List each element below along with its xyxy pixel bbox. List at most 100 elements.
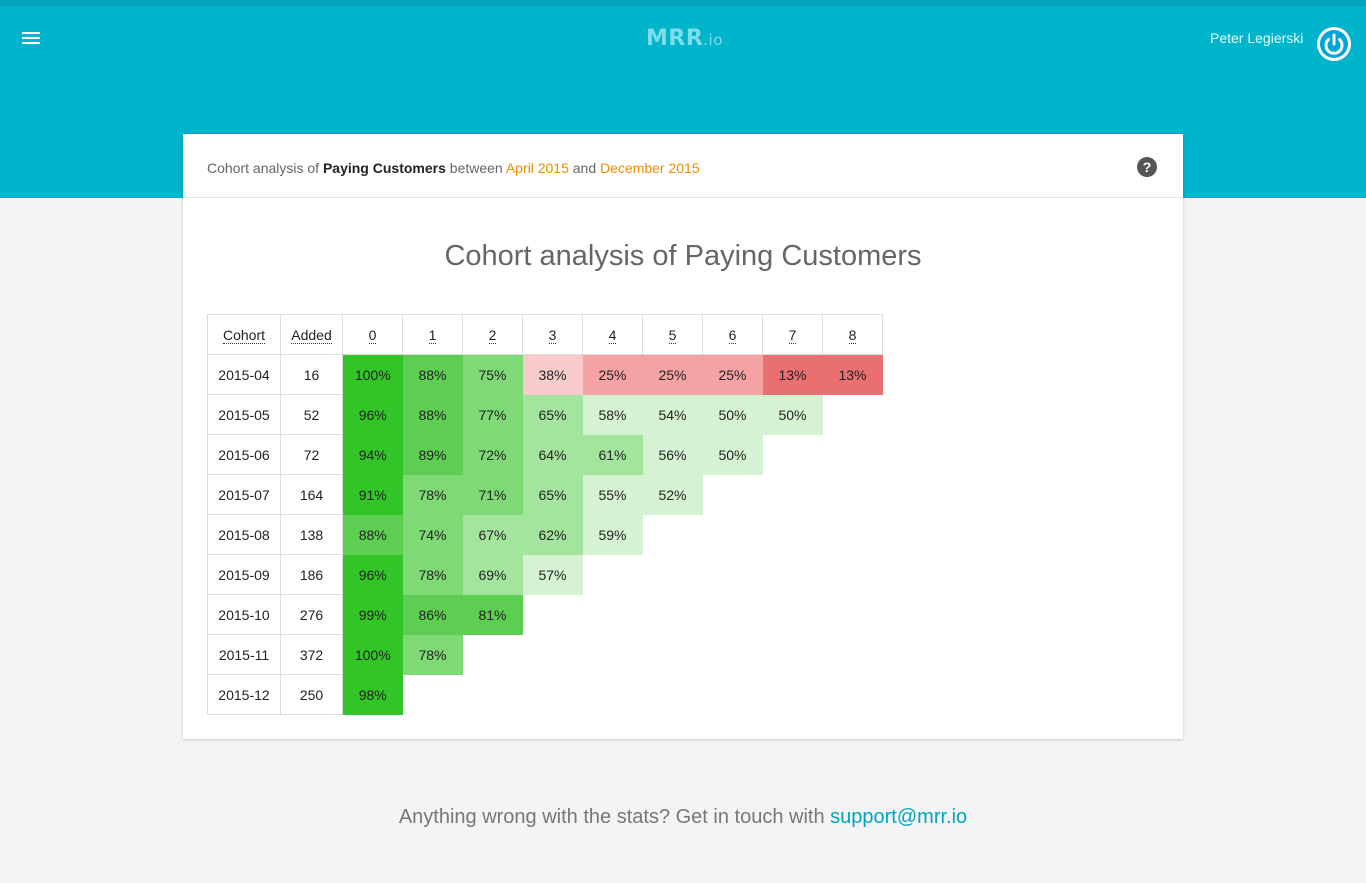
column-header-label: Added bbox=[291, 326, 332, 344]
column-header-label: 7 bbox=[788, 326, 797, 344]
retention-cell[interactable]: 50% bbox=[702, 434, 763, 475]
empty-cell bbox=[763, 635, 823, 675]
empty-cell bbox=[763, 675, 823, 715]
retention-cell[interactable]: 88% bbox=[402, 394, 463, 435]
chart-title: Cohort analysis of Paying Customers bbox=[444, 240, 922, 272]
cohort-label: 2015-07 bbox=[207, 474, 281, 515]
empty-cell bbox=[523, 675, 583, 715]
retention-cell[interactable]: 25% bbox=[702, 354, 763, 395]
top-strip bbox=[0, 0, 1366, 6]
column-header-month-3[interactable]: 3 bbox=[522, 314, 583, 355]
help-icon[interactable]: ? bbox=[1137, 157, 1157, 177]
empty-cell bbox=[643, 515, 703, 555]
column-header-label: 5 bbox=[668, 326, 677, 344]
retention-cell[interactable]: 50% bbox=[762, 394, 823, 435]
retention-cell[interactable]: 62% bbox=[522, 514, 583, 555]
retention-cell[interactable]: 52% bbox=[642, 474, 703, 515]
empty-cell bbox=[703, 675, 763, 715]
column-header-month-2[interactable]: 2 bbox=[462, 314, 523, 355]
retention-cell[interactable]: 25% bbox=[582, 354, 643, 395]
retention-cell[interactable]: 58% bbox=[582, 394, 643, 435]
empty-cell bbox=[703, 635, 763, 675]
retention-cell[interactable]: 78% bbox=[402, 554, 463, 595]
empty-cell bbox=[763, 475, 823, 515]
hamburger-menu-icon[interactable] bbox=[22, 30, 42, 46]
retention-cell[interactable]: 86% bbox=[402, 594, 463, 635]
retention-cell[interactable]: 25% bbox=[642, 354, 703, 395]
end-date[interactable]: December 2015 bbox=[600, 160, 700, 176]
retention-cell[interactable]: 99% bbox=[342, 594, 403, 635]
retention-cell[interactable]: 71% bbox=[462, 474, 523, 515]
footer: Anything wrong with the stats? Get in to… bbox=[0, 806, 1366, 829]
retention-cell[interactable]: 88% bbox=[342, 514, 403, 555]
empty-cell bbox=[763, 595, 823, 635]
table-header-row: Cohort Added 0 1 2 3 4 5 6 7 8 bbox=[207, 314, 883, 355]
retention-cell[interactable]: 81% bbox=[462, 594, 523, 635]
start-date[interactable]: April 2015 bbox=[505, 160, 569, 176]
empty-cell bbox=[583, 635, 643, 675]
retention-cell[interactable]: 94% bbox=[342, 434, 403, 475]
retention-cell[interactable]: 64% bbox=[522, 434, 583, 475]
empty-cell bbox=[403, 675, 463, 715]
user-name[interactable]: Peter Legierski bbox=[1210, 30, 1304, 46]
retention-cell[interactable]: 67% bbox=[462, 514, 523, 555]
column-header-cohort[interactable]: Cohort bbox=[207, 314, 281, 355]
retention-cell[interactable]: 69% bbox=[462, 554, 523, 595]
empty-cell bbox=[823, 435, 883, 475]
retention-cell[interactable]: 65% bbox=[522, 474, 583, 515]
retention-cell[interactable]: 74% bbox=[402, 514, 463, 555]
retention-cell[interactable]: 100% bbox=[342, 634, 403, 675]
retention-cell[interactable]: 89% bbox=[402, 434, 463, 475]
brand-logo[interactable]: MRR.io bbox=[646, 26, 723, 51]
empty-cell bbox=[823, 675, 883, 715]
retention-cell[interactable]: 13% bbox=[762, 354, 823, 395]
retention-cell[interactable]: 13% bbox=[822, 354, 883, 395]
column-header-month-5[interactable]: 5 bbox=[642, 314, 703, 355]
cohort-added: 250 bbox=[280, 674, 343, 715]
cohort-added: 52 bbox=[280, 394, 343, 435]
retention-cell[interactable]: 59% bbox=[582, 514, 643, 555]
empty-cell bbox=[643, 635, 703, 675]
retention-cell[interactable]: 50% bbox=[702, 394, 763, 435]
empty-cell bbox=[583, 675, 643, 715]
retention-cell[interactable]: 38% bbox=[522, 354, 583, 395]
retention-cell[interactable]: 65% bbox=[522, 394, 583, 435]
retention-cell[interactable]: 78% bbox=[402, 634, 463, 675]
retention-cell[interactable]: 57% bbox=[522, 554, 583, 595]
table-row: 2015-11 372 100% 78% bbox=[207, 634, 883, 675]
retention-cell[interactable]: 54% bbox=[642, 394, 703, 435]
cohort-label: 2015-10 bbox=[207, 594, 281, 635]
empty-cell bbox=[643, 595, 703, 635]
retention-cell[interactable]: 98% bbox=[342, 674, 403, 715]
column-header-month-0[interactable]: 0 bbox=[342, 314, 403, 355]
column-header-added[interactable]: Added bbox=[280, 314, 343, 355]
column-header-month-1[interactable]: 1 bbox=[402, 314, 463, 355]
retention-cell[interactable]: 56% bbox=[642, 434, 703, 475]
column-header-label: 4 bbox=[608, 326, 617, 344]
support-email-link[interactable]: support@mrr.io bbox=[830, 806, 968, 828]
retention-cell[interactable]: 78% bbox=[402, 474, 463, 515]
subtitle-metric[interactable]: Paying Customers bbox=[322, 160, 446, 176]
retention-cell[interactable]: 88% bbox=[402, 354, 463, 395]
retention-cell[interactable]: 75% bbox=[462, 354, 523, 395]
column-header-month-6[interactable]: 6 bbox=[702, 314, 763, 355]
column-header-month-4[interactable]: 4 bbox=[582, 314, 643, 355]
retention-cell[interactable]: 61% bbox=[582, 434, 643, 475]
subtitle-and: and bbox=[568, 160, 601, 176]
retention-cell[interactable]: 77% bbox=[462, 394, 523, 435]
retention-cell[interactable]: 96% bbox=[342, 554, 403, 595]
retention-cell[interactable]: 72% bbox=[462, 434, 523, 475]
cohort-added: 276 bbox=[280, 594, 343, 635]
retention-cell[interactable]: 100% bbox=[342, 354, 403, 395]
empty-cell bbox=[763, 555, 823, 595]
column-header-label: 6 bbox=[728, 326, 737, 344]
retention-cell[interactable]: 96% bbox=[342, 394, 403, 435]
retention-cell[interactable]: 91% bbox=[342, 474, 403, 515]
cohort-subtitle: Cohort analysis of Paying Customers betw… bbox=[207, 160, 700, 176]
table-row: 2015-12 250 98% bbox=[207, 674, 883, 715]
column-header-month-7[interactable]: 7 bbox=[762, 314, 823, 355]
column-header-month-8[interactable]: 8 bbox=[822, 314, 883, 355]
cohort-label: 2015-06 bbox=[207, 434, 281, 475]
logout-power-icon[interactable] bbox=[1317, 27, 1351, 61]
retention-cell[interactable]: 55% bbox=[582, 474, 643, 515]
